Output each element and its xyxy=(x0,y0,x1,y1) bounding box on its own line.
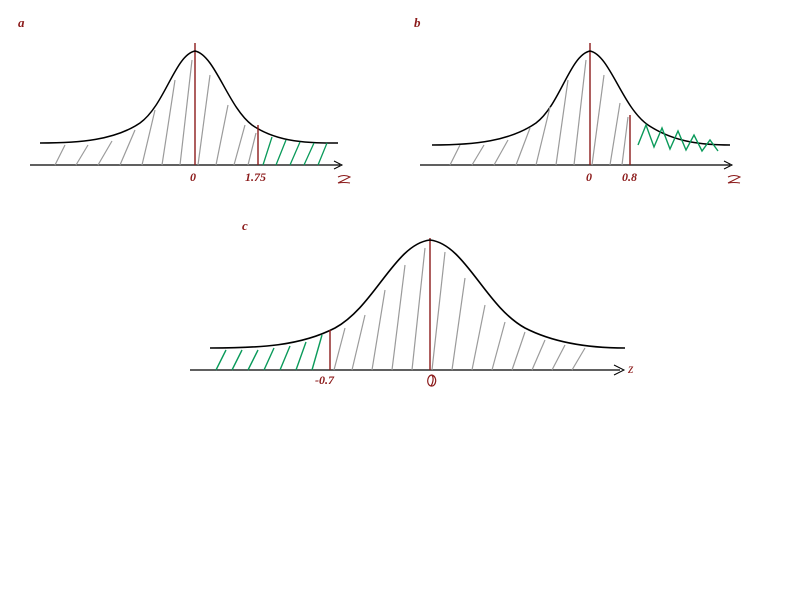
panel-b-zero: 0 xyxy=(586,170,592,185)
panel-b-figure xyxy=(410,25,750,195)
panel-c-marker: -0.7 xyxy=(315,373,334,388)
panel-c: c xyxy=(180,210,660,410)
panel-a: a xyxy=(20,25,360,195)
panel-a-label: a xyxy=(18,15,25,31)
panel-b-marker: 0.8 xyxy=(622,170,637,185)
panel-c-z: z xyxy=(628,362,633,378)
panel-c-figure xyxy=(180,210,660,410)
panel-c-zero-glyph xyxy=(424,373,440,389)
panel-a-marker: 1.75 xyxy=(245,170,266,185)
panel-b-label: b xyxy=(414,15,421,31)
panel-b: b 0 0.8 xyxy=(410,25,750,195)
panel-a-zero: 0 xyxy=(190,170,196,185)
panel-c-label: c xyxy=(242,218,248,234)
